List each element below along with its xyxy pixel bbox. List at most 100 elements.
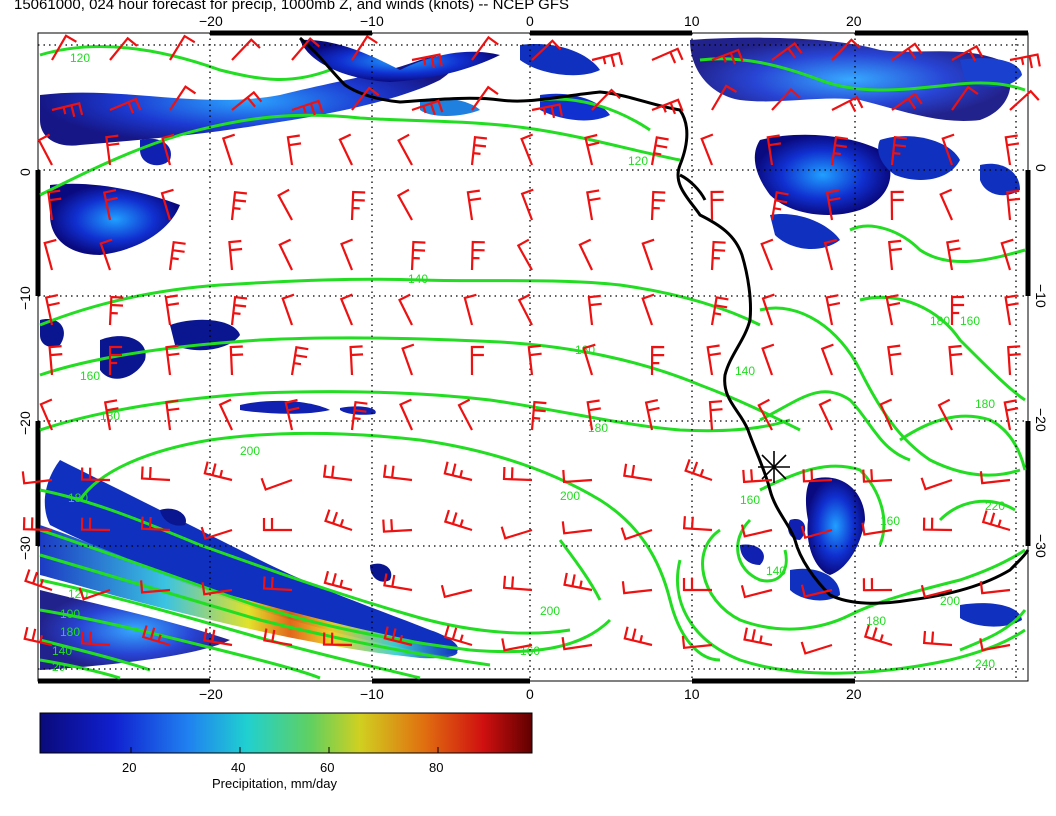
wind-barb: [562, 469, 593, 484]
lat-tick-label: 0: [17, 168, 33, 176]
lat-tick-label: −20: [1033, 408, 1049, 432]
wind-barb: [24, 569, 53, 592]
contour-label: 160: [880, 514, 900, 528]
wind-barb: [651, 98, 684, 115]
wind-barb: [742, 469, 773, 484]
wind-barb: [169, 85, 197, 111]
wind-barb: [516, 238, 533, 271]
wind-barb: [200, 526, 233, 540]
lat-tick-label: −10: [1033, 284, 1049, 308]
wind-barb: [682, 516, 713, 532]
wind-barb: [165, 399, 180, 431]
wind-barb: [586, 189, 601, 221]
wind-barb: [922, 630, 953, 647]
wind-barb: [771, 87, 801, 111]
wind-barb: [105, 134, 120, 166]
wind-barb: [203, 628, 233, 647]
wind-barb: [531, 39, 562, 61]
wind-barb: [891, 42, 923, 61]
wind-barb: [710, 296, 729, 326]
wind-barb: [43, 238, 57, 271]
contour-label: 180: [930, 314, 950, 328]
wind-barb: [78, 587, 111, 601]
wind-barb: [201, 582, 233, 596]
wind-barb: [22, 517, 53, 532]
wind-barb: [351, 34, 378, 61]
contour-label: 200: [540, 604, 560, 618]
wind-barb: [443, 461, 473, 482]
wind-barb: [463, 293, 477, 326]
lat-tick-label: −20: [17, 411, 33, 435]
wind-barb: [457, 398, 473, 431]
contour-label: 120: [628, 154, 648, 168]
wind-barb: [231, 90, 263, 111]
wind-barb: [710, 240, 726, 271]
wind-barb: [500, 526, 533, 540]
wind-barb: [169, 34, 196, 61]
wind-barb: [80, 517, 111, 532]
lon-labels-bottom: −20 −10 0 10 20: [199, 686, 862, 702]
wind-barb: [109, 97, 142, 114]
wind-barb: [164, 294, 180, 326]
wind-barb: [410, 240, 426, 271]
wind-barb: [950, 295, 965, 326]
lat-tick-label: 0: [1033, 164, 1049, 172]
wind-barb: [228, 239, 243, 271]
wind-barb: [517, 293, 533, 326]
wind-barb: [890, 135, 907, 166]
wind-barb: [520, 188, 534, 221]
wind-barb: [937, 398, 953, 431]
wind-barb: [502, 466, 533, 482]
wind-barb: [825, 189, 841, 221]
wind-barb: [800, 584, 833, 598]
wind-barb: [290, 346, 309, 376]
wind-barb: [684, 459, 713, 482]
lon-tick-label: −10: [360, 686, 384, 702]
wind-barb: [161, 133, 175, 166]
wind-barb: [501, 638, 533, 652]
wind-barb: [286, 134, 302, 166]
contour-label: 180: [100, 409, 120, 423]
wind-barb: [578, 238, 593, 271]
wind-barb: [651, 47, 684, 64]
wind-barb: [140, 516, 171, 532]
wind-barb: [831, 95, 864, 113]
wind-barb: [825, 294, 841, 326]
wind-barb: [108, 345, 123, 376]
wind-barb: [862, 578, 893, 592]
wind-barb: [203, 461, 233, 482]
wind-barb: [411, 99, 444, 116]
wind-barb: [99, 238, 113, 271]
wind-barb: [277, 188, 293, 221]
wind-barb: [879, 398, 894, 431]
wind-barb: [591, 51, 624, 68]
contour-label: 140: [408, 272, 428, 286]
wind-barb: [979, 581, 1011, 595]
graticule: [38, 33, 1028, 681]
contour-label: 160: [740, 493, 760, 507]
wind-barb: [920, 584, 953, 599]
wind-barb: [1007, 345, 1021, 376]
wind-barb: [443, 509, 473, 532]
lon-tick-label: 20: [846, 686, 862, 702]
wind-barb: [584, 133, 600, 166]
lat-labels-right: 0 −10 −20 −30: [1033, 164, 1049, 558]
wind-barb: [818, 398, 833, 431]
wind-barb: [281, 293, 295, 326]
wind-barb: [920, 477, 953, 491]
wind-barb: [650, 136, 669, 166]
wind-barb: [221, 133, 236, 166]
lat-tick-label: −30: [1033, 534, 1049, 558]
contour-label: 140: [766, 564, 786, 578]
wind-barb: [262, 518, 292, 532]
wind-barb: [1003, 399, 1019, 431]
contour-label: 200: [560, 489, 580, 503]
wind-barb: [862, 469, 893, 483]
colorbar-tick-label: 80: [429, 760, 443, 775]
wind-barb: [470, 240, 485, 271]
wind-barb: [587, 294, 602, 326]
wind-barb: [383, 626, 413, 647]
wind-barb: [582, 343, 596, 376]
wind-barb: [641, 293, 655, 326]
wind-barb: [711, 48, 744, 65]
